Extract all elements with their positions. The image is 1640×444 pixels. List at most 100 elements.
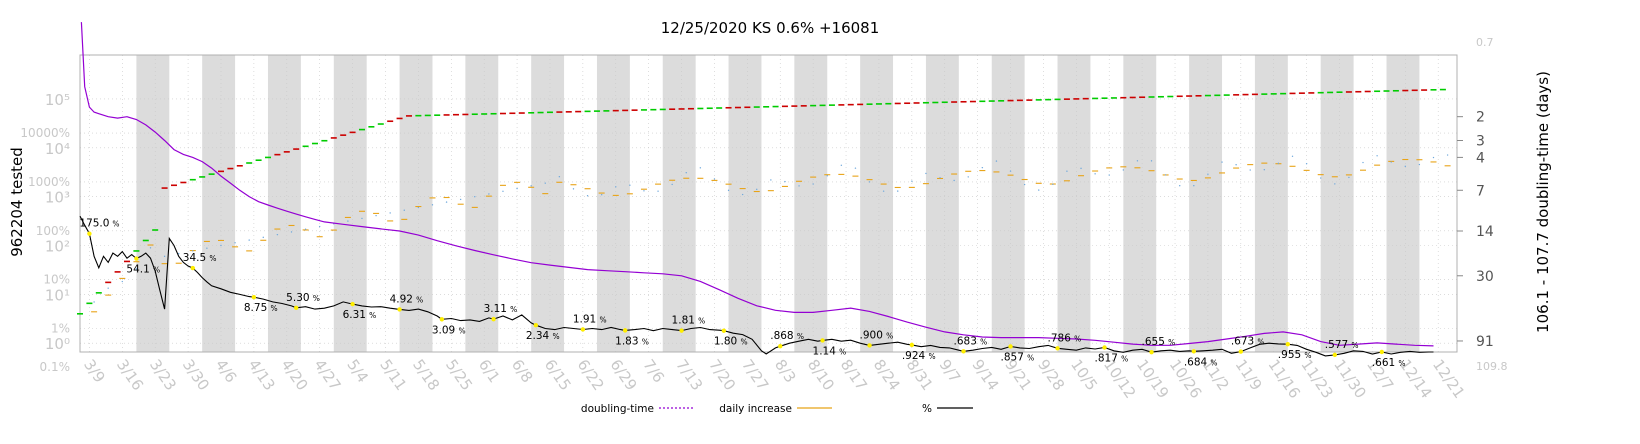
trend-dot [1418, 163, 1421, 166]
trend-dot [1362, 161, 1364, 164]
trend-dot [530, 185, 532, 187]
trend-dot [1094, 173, 1096, 175]
annotation-marker [778, 344, 783, 349]
trend-dot [234, 242, 236, 244]
annotation-label: 1.80 [714, 336, 737, 348]
trend-dot [502, 190, 504, 192]
week-band [860, 55, 894, 352]
annotation-marker [580, 327, 586, 332]
left-tick-label: 10000% [20, 126, 70, 140]
trend-dot [854, 167, 857, 169]
trend-dot [1334, 183, 1336, 185]
trend-dot [1348, 176, 1350, 179]
annotation-marker [1102, 345, 1107, 350]
trend-dot [431, 204, 434, 206]
trend-dot [135, 268, 138, 270]
annotation-marker [533, 322, 539, 328]
grid-lines [80, 55, 1457, 352]
annotation-marker [867, 343, 872, 348]
left-tick-label: 100% [36, 224, 70, 238]
trend-dot [784, 180, 786, 183]
annotation-label: 8.75 [244, 302, 267, 314]
trend-dot [727, 189, 730, 192]
right-tick-label: 7 [1476, 183, 1485, 199]
annotation-percent-sign: % [698, 317, 705, 326]
annotation-percent-sign: % [112, 220, 119, 229]
trend-dot [192, 250, 194, 252]
trend-dot [220, 244, 222, 247]
annotation-marker [820, 338, 825, 343]
x-tick-label: 6/8 [508, 356, 537, 386]
annotation-percent-sign: % [153, 266, 160, 275]
right-top-label: 0.7 [1476, 36, 1494, 49]
trend-dot [1320, 177, 1322, 179]
annotation-marker [961, 349, 966, 354]
doubling-time-series [80, 22, 1434, 347]
left-tick-label: 10⁴ [45, 140, 70, 158]
annotation-marker [1008, 344, 1013, 349]
left-tick-label: 1% [51, 322, 70, 336]
x-tick-label: 5/25 [442, 356, 476, 394]
trend-dot [629, 184, 631, 186]
trend-dot [375, 214, 377, 217]
left-bottom-label: 0.1% [40, 360, 71, 374]
annotation-percent-sign: % [1210, 358, 1217, 367]
annotation-label: .661 [1372, 357, 1395, 369]
x-tick-label: 10/19 [1133, 356, 1173, 402]
annotation-percent-sign: % [928, 352, 935, 361]
trend-dot [713, 178, 716, 180]
trend-dot [826, 175, 828, 177]
trend-dot [981, 166, 984, 169]
right-axis-label: 106.1 - 107.7 doubling-time (days) [1534, 71, 1552, 333]
trend-dot [1150, 160, 1153, 162]
week-band [1123, 55, 1157, 352]
annotation-percent-sign: % [313, 294, 320, 303]
annotation-label: 1.14 [813, 345, 837, 357]
annotation-percent-sign: % [416, 295, 423, 304]
trend-dot [107, 287, 109, 289]
left-tick-label: 10⁵ [45, 91, 70, 109]
annotation-percent-sign: % [1121, 354, 1128, 363]
annotation-percent-sign: % [209, 254, 216, 263]
week-band [531, 55, 565, 352]
trend-dot [897, 190, 899, 192]
annotation-marker [134, 256, 139, 261]
trend-dot [939, 177, 941, 179]
right-axis-ticks: 2 34 7 14 30 91 [1457, 110, 1494, 350]
percent-series [79, 215, 1434, 357]
x-tick-label: 11/9 [1232, 356, 1266, 394]
x-tick-label: 8/10 [804, 356, 838, 394]
week-band [1320, 55, 1354, 352]
week-band [399, 55, 433, 352]
trend-dot [1023, 183, 1026, 186]
right-tick-label: 3 [1476, 133, 1485, 149]
chart-title: 12/25/2020 KS 0.6% +16081 [661, 19, 880, 37]
trend-dot [290, 231, 293, 233]
annotation-marker [439, 317, 445, 322]
x-tick-label: 9/7 [935, 356, 964, 386]
legend-label-daily-increase: daily increase [719, 403, 792, 415]
annotation-label: .786 [1048, 332, 1072, 344]
annotation-percent-sign: % [1027, 353, 1034, 362]
annotation-percent-sign: % [369, 311, 376, 320]
trend-dot [967, 176, 969, 178]
x-tick-label: 6/1 [475, 356, 504, 386]
annotation-marker [397, 307, 402, 312]
daily-increase-series [91, 158, 1451, 313]
x-tick-label: 5/11 [376, 356, 410, 394]
trend-dot [572, 188, 575, 190]
x-tick-label: 4/20 [278, 356, 312, 394]
annotation-label: .955 [1278, 349, 1301, 361]
trend-dot [1038, 189, 1040, 191]
trend-dot [304, 228, 307, 230]
trend-dot [558, 176, 561, 178]
annotation-label: 3.11 [484, 303, 507, 315]
trend-dot [1108, 174, 1110, 176]
annotation-label: .577 [1325, 339, 1348, 351]
left-tick-label: 1000% [28, 175, 70, 189]
trend-dot [1277, 162, 1280, 165]
annotation-label: 6.31 [343, 309, 366, 321]
annotation-percent-sign: % [510, 305, 517, 314]
annotation-label: .817 [1095, 352, 1118, 364]
